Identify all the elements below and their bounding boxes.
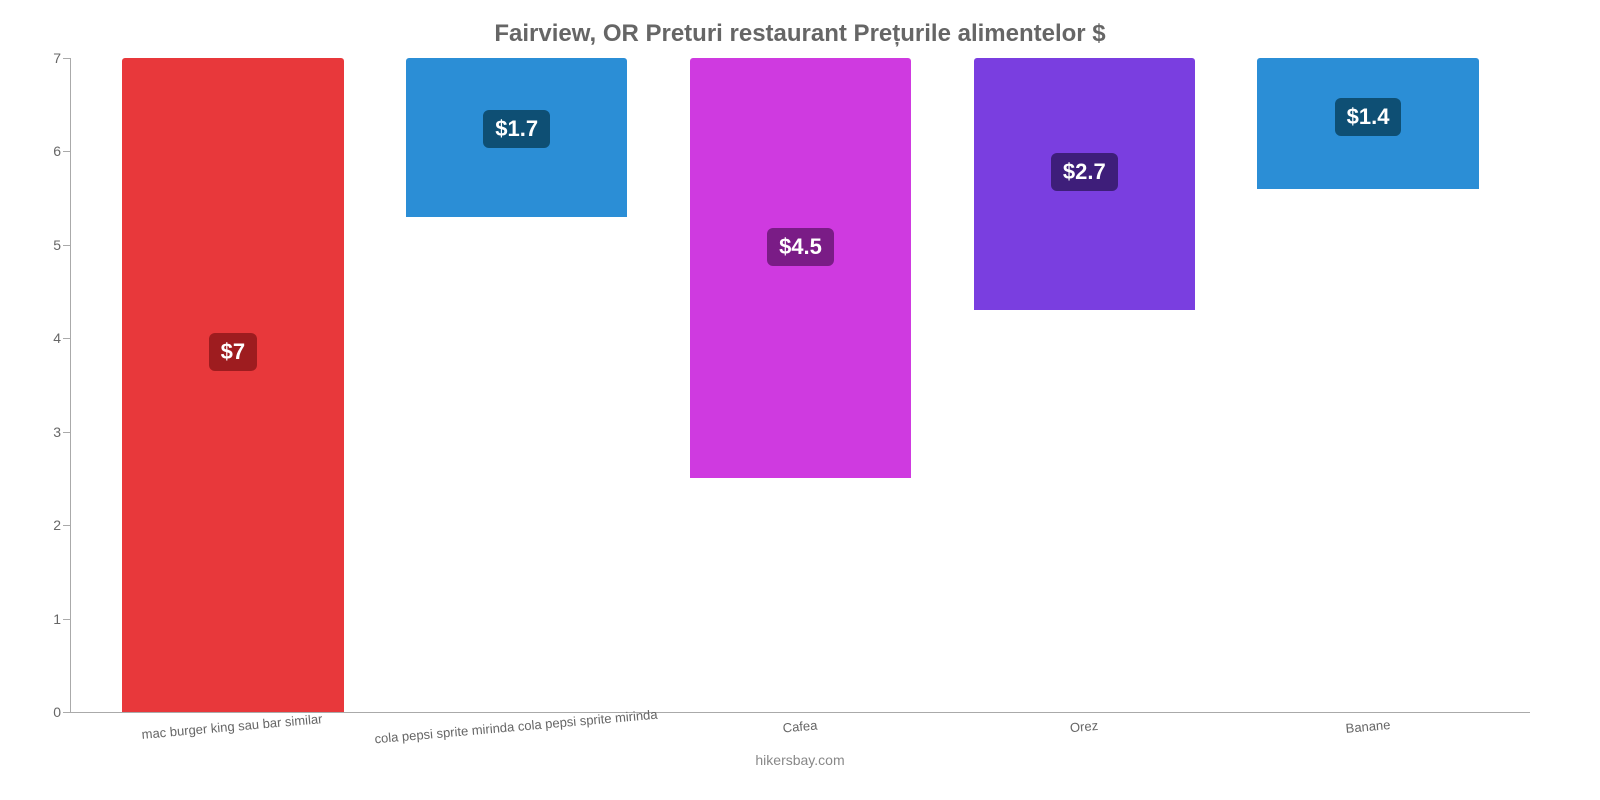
y-tick (63, 712, 71, 713)
value-badge: $1.7 (483, 110, 550, 148)
bars-region: $7 $1.7 $4.5 $2.7 $1.4 (71, 58, 1530, 712)
chart-title: Fairview, OR Preturi restaurant Prețuril… (40, 20, 1560, 48)
y-tick (63, 432, 71, 433)
y-tick-label: 5 (36, 237, 61, 253)
y-tick-label: 1 (36, 611, 61, 627)
bar: $2.7 (974, 58, 1195, 310)
y-tick (63, 245, 71, 246)
y-tick-label: 2 (36, 517, 61, 533)
bar-slot: $1.7 (375, 58, 659, 712)
bar: $4.5 (690, 58, 911, 478)
bar: $1.7 (406, 58, 627, 217)
y-tick-label: 0 (36, 704, 61, 720)
chart-container: Fairview, OR Preturi restaurant Prețuril… (0, 0, 1600, 800)
y-tick (63, 338, 71, 339)
y-tick-label: 4 (36, 330, 61, 346)
y-tick-label: 3 (36, 424, 61, 440)
value-badge: $4.5 (767, 228, 834, 266)
y-tick (63, 58, 71, 59)
y-tick (63, 525, 71, 526)
y-tick (63, 619, 71, 620)
y-tick-label: 7 (36, 50, 61, 66)
value-badge: $7 (209, 333, 257, 371)
value-badge: $2.7 (1051, 153, 1118, 191)
chart-footer: hikersbay.com (40, 752, 1560, 768)
value-badge: $1.4 (1335, 98, 1402, 136)
x-axis-labels: mac burger king sau bar similarcola peps… (70, 719, 1530, 734)
bar-slot: $7 (91, 58, 375, 712)
bar: $1.4 (1257, 58, 1478, 189)
bar: $7 (122, 58, 343, 712)
y-tick-label: 6 (36, 143, 61, 159)
plot-area: $7$1.7$4.5$2.7$1.4 01234567 (70, 58, 1530, 713)
y-tick (63, 151, 71, 152)
bar-slot: $1.4 (1226, 58, 1510, 712)
bar-slot: $2.7 (942, 58, 1226, 712)
bar-slot: $4.5 (659, 58, 943, 712)
